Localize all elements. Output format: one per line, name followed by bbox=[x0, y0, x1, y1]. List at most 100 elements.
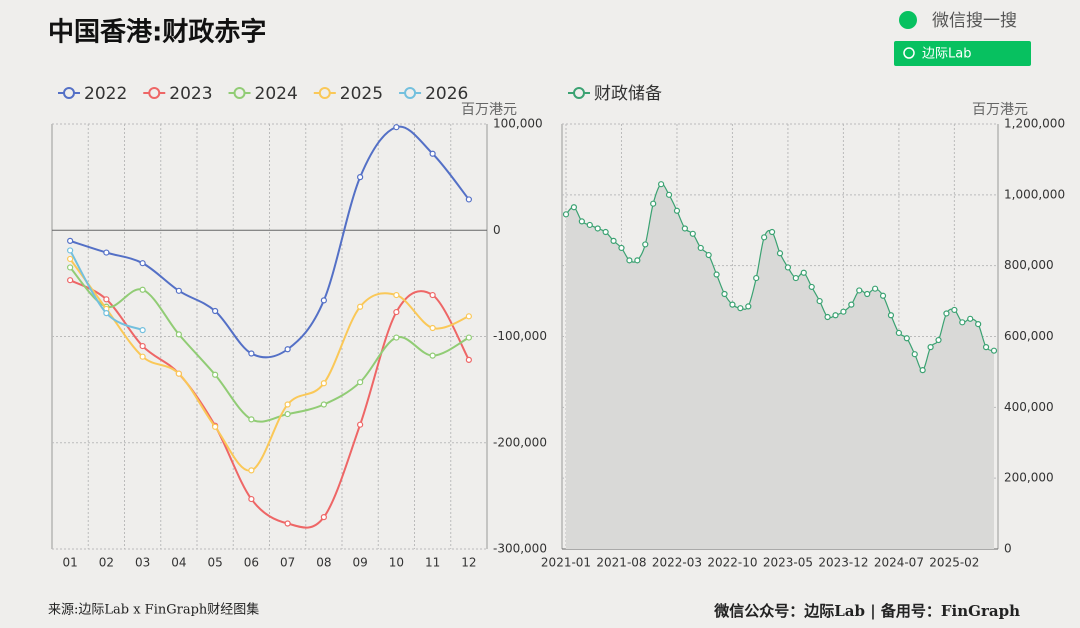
point bbox=[776, 250, 784, 257]
point bbox=[429, 352, 436, 359]
legend-marker bbox=[148, 87, 161, 99]
legend-label: 2025 bbox=[340, 84, 383, 104]
y-tick-label: 600,000 bbox=[1004, 329, 1054, 343]
point bbox=[357, 421, 364, 428]
point bbox=[320, 297, 327, 304]
point bbox=[578, 218, 585, 225]
point bbox=[927, 344, 934, 351]
point bbox=[673, 207, 681, 214]
point bbox=[393, 291, 400, 299]
point bbox=[943, 310, 950, 317]
y-axis-label: 百万港元 bbox=[461, 102, 517, 118]
y-tick-label: 0 bbox=[493, 223, 501, 237]
point bbox=[737, 305, 744, 312]
y-tick-label: 800,000 bbox=[1004, 258, 1054, 272]
point bbox=[357, 379, 364, 386]
point bbox=[903, 335, 910, 342]
x-tick-label: 05 bbox=[207, 556, 222, 570]
point bbox=[67, 277, 74, 284]
point bbox=[832, 312, 839, 319]
y-tick-label: -200,000 bbox=[493, 435, 547, 449]
area bbox=[566, 184, 994, 550]
point bbox=[357, 174, 364, 181]
point bbox=[429, 324, 436, 332]
x-tick-label: 12 bbox=[461, 556, 476, 570]
point bbox=[610, 237, 617, 244]
point bbox=[634, 257, 641, 264]
legend-marker bbox=[573, 87, 585, 99]
point bbox=[429, 291, 436, 299]
point bbox=[824, 313, 831, 321]
point bbox=[465, 313, 472, 320]
point bbox=[320, 514, 327, 521]
point bbox=[248, 416, 255, 423]
point bbox=[792, 274, 799, 282]
point bbox=[840, 308, 847, 315]
point bbox=[650, 200, 657, 207]
y-tick-label: 1,000,000 bbox=[1004, 187, 1065, 201]
point bbox=[602, 228, 609, 236]
point bbox=[745, 303, 752, 310]
x-tick-label: 08 bbox=[316, 556, 331, 570]
point bbox=[175, 331, 182, 338]
point bbox=[658, 181, 665, 188]
point bbox=[721, 290, 728, 298]
point bbox=[729, 301, 736, 308]
point bbox=[990, 347, 998, 354]
search-box[interactable] bbox=[894, 41, 1031, 66]
x-tick-label: 04 bbox=[171, 556, 186, 570]
legend-marker bbox=[318, 87, 331, 99]
x-tick-label: 2023-05 bbox=[763, 556, 813, 570]
point bbox=[594, 225, 601, 232]
point bbox=[967, 315, 974, 322]
legend-label: 2024 bbox=[255, 84, 298, 104]
y-tick-label: 400,000 bbox=[1004, 400, 1054, 414]
point bbox=[139, 353, 146, 360]
legend-label: 2023 bbox=[169, 84, 212, 104]
x-tick-label: 07 bbox=[280, 556, 295, 570]
y-tick-label: -100,000 bbox=[493, 329, 547, 343]
x-tick-label: 2021-08 bbox=[596, 556, 646, 570]
x-tick-label: 09 bbox=[352, 556, 367, 570]
point bbox=[879, 292, 887, 299]
point bbox=[800, 269, 807, 276]
x-tick-label: 02 bbox=[99, 556, 114, 570]
legend-marker bbox=[63, 87, 75, 99]
point bbox=[103, 249, 110, 256]
x-tick-label: 2021-01 bbox=[541, 556, 591, 570]
point bbox=[618, 244, 625, 252]
point bbox=[816, 297, 823, 305]
x-tick-label: 06 bbox=[244, 556, 259, 570]
point bbox=[626, 257, 633, 264]
point bbox=[697, 244, 704, 252]
x-tick-label: 01 bbox=[62, 556, 77, 570]
point bbox=[768, 228, 776, 236]
point bbox=[665, 191, 673, 198]
source: 来源:边际Lab x FinGraph财经图集 bbox=[48, 602, 259, 618]
legend-label: 2022 bbox=[84, 84, 127, 104]
point bbox=[465, 356, 472, 363]
point bbox=[864, 290, 871, 298]
point bbox=[951, 306, 958, 314]
point bbox=[67, 264, 74, 271]
point bbox=[175, 287, 182, 294]
point bbox=[67, 247, 74, 254]
x-tick-label: 2023-12 bbox=[818, 556, 868, 570]
point bbox=[856, 287, 863, 294]
point bbox=[139, 260, 146, 267]
page-title: 中国香港:财政赤字 bbox=[48, 17, 266, 48]
point bbox=[919, 367, 926, 374]
point bbox=[248, 350, 255, 357]
point bbox=[761, 234, 768, 241]
y-axis-label: 百万港元 bbox=[972, 102, 1028, 118]
legend-marker bbox=[233, 87, 246, 99]
legend-label: 2026 bbox=[425, 84, 468, 104]
point bbox=[212, 307, 219, 315]
point bbox=[320, 401, 327, 408]
point bbox=[284, 401, 291, 408]
search-text[interactable]: 边际Lab bbox=[922, 47, 971, 62]
point bbox=[429, 150, 436, 157]
x-tick-label: 2022-03 bbox=[652, 556, 702, 570]
point bbox=[465, 196, 472, 203]
